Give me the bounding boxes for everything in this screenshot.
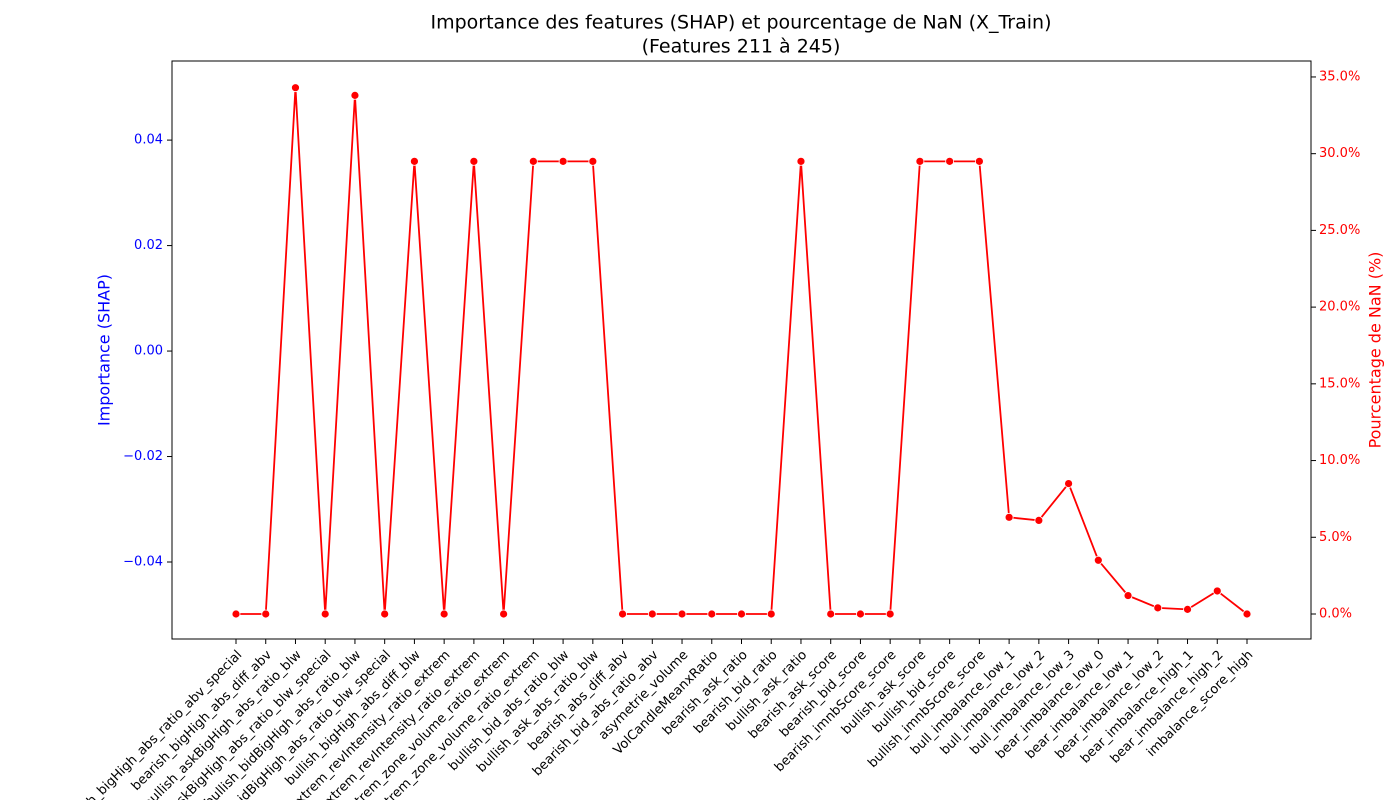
y-axis-label: Importance (SHAP)	[95, 274, 114, 426]
nan-point	[1093, 555, 1103, 565]
y-tick-label: 0.02	[134, 238, 163, 253]
nan-point	[1004, 512, 1014, 522]
y2-tick-label: 35.0%	[1319, 69, 1360, 84]
nan-point	[1242, 609, 1252, 619]
nan-point	[1123, 591, 1133, 600]
nan-point	[885, 609, 895, 619]
nan-point	[1153, 603, 1163, 613]
y2-tick-label: 5.0%	[1319, 530, 1352, 545]
nan-point	[826, 609, 836, 619]
y-tick-label: −0.02	[123, 449, 163, 464]
nan-point	[1183, 604, 1192, 614]
nan-point	[469, 156, 479, 166]
nan-line	[236, 87, 1248, 615]
nan-point	[291, 83, 300, 93]
nan-point	[528, 156, 538, 166]
nan-point	[350, 90, 360, 100]
nan-point	[796, 156, 806, 166]
y2-axis-label: Pourcentage de NaN (%)	[1366, 252, 1385, 449]
nan-point	[320, 609, 330, 619]
y-tick-label: −0.04	[123, 555, 163, 570]
y-tick-label: 0.00	[134, 344, 163, 359]
nan-point	[588, 156, 598, 166]
nan-point	[1212, 586, 1222, 596]
nan-point	[558, 156, 568, 166]
y2-tick-label: 25.0%	[1319, 223, 1360, 238]
nan-point	[380, 609, 390, 619]
plot-frame	[171, 60, 1312, 640]
nan-point	[915, 156, 925, 166]
y2-tick-label: 30.0%	[1319, 146, 1360, 161]
y2-tick-label: 0.0%	[1319, 606, 1352, 621]
chart-subtitle: (Features 211 à 245)	[642, 36, 841, 58]
nan-point	[439, 609, 449, 619]
nan-point	[231, 609, 241, 619]
nan-point	[974, 156, 984, 166]
nan-point	[766, 609, 776, 619]
nan-point	[618, 609, 627, 619]
y2-tick-label: 20.0%	[1319, 300, 1360, 315]
nan-point	[677, 609, 687, 619]
nan-point	[647, 609, 657, 619]
chart-title: Importance des features (SHAP) et pource…	[431, 12, 1052, 34]
nan-point	[737, 609, 746, 619]
nan-point	[261, 609, 271, 619]
y2-tick-label: 10.0%	[1319, 453, 1360, 468]
nan-point	[1064, 479, 1073, 488]
nan-point	[499, 609, 509, 619]
nan-point	[410, 156, 419, 166]
nan-point	[945, 156, 955, 166]
nan-point	[707, 609, 717, 619]
y-tick-label: 0.04	[134, 133, 163, 148]
y2-tick-label: 15.0%	[1319, 376, 1360, 391]
nan-point	[1034, 515, 1044, 525]
nan-point	[856, 609, 865, 619]
